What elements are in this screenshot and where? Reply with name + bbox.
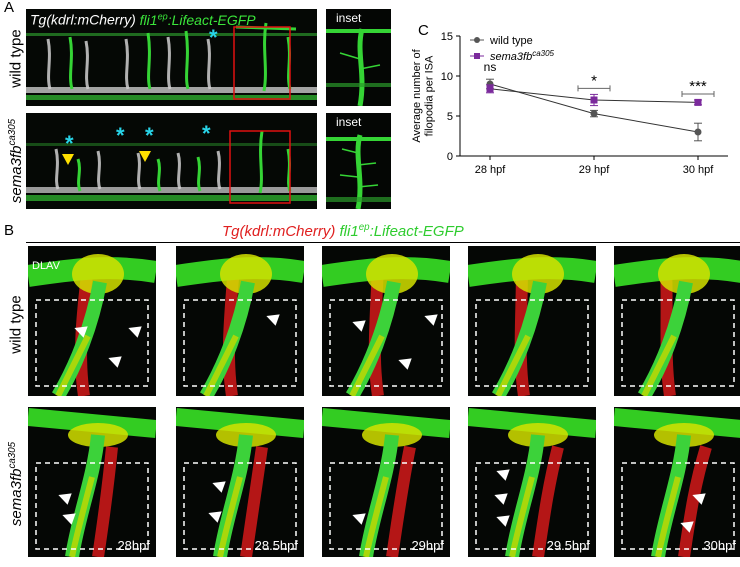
y-tick-label: 10 — [441, 71, 453, 83]
timelapse-frame — [468, 246, 596, 396]
x-tick-label: 28 hpf — [475, 164, 507, 176]
vessel-micrograph — [614, 407, 740, 557]
vessel-micrograph — [176, 407, 304, 557]
inset-label: inset — [336, 115, 362, 129]
x-tick-label: 29 hpf — [579, 164, 611, 176]
panel-a-row2-label: sema3fbca305 — [7, 118, 25, 204]
timepoint-label: 28hpf — [117, 538, 150, 553]
y-tick-label: 5 — [447, 111, 453, 123]
vessel-micrograph — [28, 407, 156, 557]
y-tick-label: 0 — [447, 151, 453, 163]
y-axis-label: Average number offilopodia per ISA — [411, 48, 436, 142]
panel-b-divider — [26, 242, 740, 243]
data-point — [590, 110, 598, 118]
timepoint-label: 30hpf — [703, 538, 736, 553]
y-tick-label: 15 — [441, 31, 453, 43]
wildtype-vessel-image — [26, 9, 317, 106]
panel-a-row1-label: wild type — [7, 29, 25, 88]
legend-label: sema3fbca305 — [490, 49, 555, 63]
asterisk-marker: * — [145, 123, 154, 148]
timelapse-frame: 28hpf — [28, 407, 156, 557]
panel-b-title: Tg(kdrl:mCherry) fli1ep:Lifeact-EGFP — [222, 222, 464, 240]
vessel-micrograph — [176, 246, 304, 396]
asterisk-marker: * — [65, 131, 74, 156]
panel-a-mutant-image: * * * * — [26, 113, 317, 209]
filopodia-chart-svg: 0 5 10 15 28 hpf 29 hpf 30 hpf Average number o… — [411, 31, 728, 176]
data-point — [590, 96, 598, 104]
panel-a-wildtype-image: Tg(kdrl:mCherry) fli1ep:Lifeact-EGFP * — [26, 9, 317, 106]
timelapse-frame — [176, 246, 304, 396]
vessel-micrograph — [468, 246, 596, 396]
asterisk-marker: * — [116, 123, 125, 148]
legend-marker — [474, 53, 480, 59]
panel-a-mutant-inset: inset — [326, 113, 391, 209]
panel-b-letter: B — [4, 222, 15, 239]
timelapse-frame: DLAV — [28, 246, 156, 396]
data-point — [486, 85, 494, 93]
x-tick-label: 30 hpf — [683, 164, 715, 176]
inset-label: inset — [336, 11, 362, 25]
significance-label: ns — [484, 60, 497, 74]
timelapse-frame: 29hpf — [322, 407, 450, 557]
vessel-micrograph — [322, 246, 450, 396]
panel-a-wildtype-inset: inset — [326, 9, 391, 106]
dlav-label: DLAV — [32, 260, 60, 272]
timelapse-frame: 29.5hpf — [468, 407, 596, 557]
timelapse-frame: 30hpf — [614, 407, 740, 557]
timelapse-frame — [322, 246, 450, 396]
timelapse-frame: 28.5hpf — [176, 407, 304, 557]
timepoint-label: 29.5hpf — [546, 538, 590, 553]
series-line — [489, 83, 699, 133]
data-point — [694, 128, 702, 136]
panel-c-letter: C — [418, 22, 429, 39]
vessel-micrograph — [468, 407, 596, 557]
significance-label: * — [591, 72, 597, 89]
timepoint-label: 28.5hpf — [254, 538, 298, 553]
asterisk-marker: * — [209, 25, 218, 50]
filopodia-chart: 0 5 10 15 28 hpf 29 hpf 30 hpf Average number o… — [402, 20, 738, 210]
vessel-micrograph — [28, 246, 156, 396]
legend-marker — [474, 37, 480, 43]
vessel-micrograph — [322, 407, 450, 557]
yellow-arrowhead-icon — [62, 154, 74, 165]
yellow-arrowhead-icon — [139, 151, 151, 162]
asterisk-marker: * — [202, 121, 211, 146]
wildtype-inset-image — [326, 9, 391, 106]
significance-label: *** — [689, 78, 707, 95]
panel-a-letter: A — [4, 0, 15, 16]
vessel-micrograph — [614, 246, 740, 396]
panel-b-row1-label: wild type — [7, 295, 25, 354]
mutant-vessel-image — [26, 113, 317, 209]
legend-label: wild type — [489, 35, 533, 47]
panel-b-row2-label: sema3fbca305 — [7, 441, 25, 527]
panel-a-title: Tg(kdrl:mCherry) fli1ep:Lifeact-EGFP — [30, 11, 256, 28]
timepoint-label: 29hpf — [411, 538, 444, 553]
timelapse-frame — [614, 246, 740, 396]
data-point — [694, 98, 702, 106]
mutant-inset-image — [326, 113, 391, 209]
